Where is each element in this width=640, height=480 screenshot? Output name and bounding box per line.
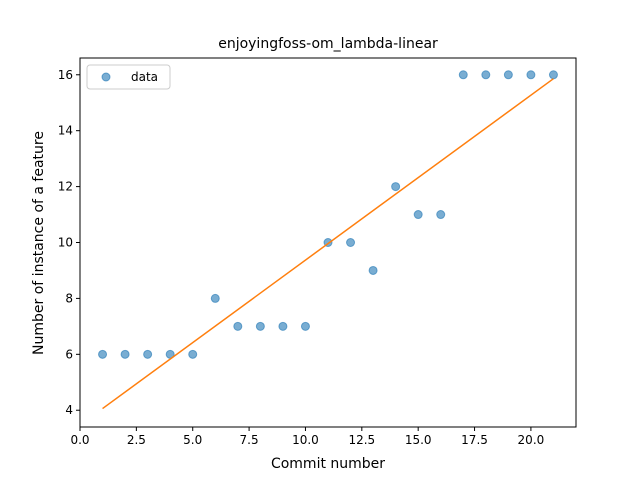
data-point	[526, 70, 536, 80]
y-tick-label: 12	[58, 180, 73, 194]
y-tick-label: 16	[58, 68, 73, 82]
x-tick-label: 15.0	[405, 433, 432, 447]
data-point	[233, 321, 243, 331]
legend: data	[86, 64, 171, 90]
data-point	[143, 349, 153, 359]
y-tick-label: 4	[65, 403, 73, 417]
y-tick-label: 14	[58, 124, 73, 138]
legend-label: data	[131, 70, 158, 84]
x-tick-label: 10.0	[292, 433, 319, 447]
legend-box	[86, 64, 171, 90]
data-point	[278, 321, 288, 331]
data-point	[120, 349, 130, 359]
data-point	[210, 293, 220, 303]
x-tick-label: 17.5	[461, 433, 488, 447]
y-tick-label: 8	[65, 291, 73, 305]
fit-line	[102, 78, 554, 410]
data-point	[503, 70, 513, 80]
y-tick-label: 6	[65, 347, 73, 361]
data-point	[98, 349, 108, 359]
legend-marker	[101, 72, 111, 82]
data-point	[300, 321, 310, 331]
data-point	[548, 70, 558, 80]
data-point	[481, 70, 491, 80]
data-point	[188, 349, 198, 359]
data-point	[346, 238, 356, 247]
x-tick-label: 12.5	[348, 433, 375, 447]
x-tick-label: 20.0	[518, 433, 545, 447]
y-axis-label: Number of instance of a feature	[31, 131, 47, 355]
chart-title: enjoyingfoss-om_lambda-linear	[218, 36, 438, 52]
data-point	[436, 210, 446, 220]
x-tick-label: 5.0	[183, 433, 202, 447]
x-axis-label: Commit number	[271, 456, 385, 472]
x-tick-label: 7.5	[240, 433, 259, 447]
data-point	[255, 321, 265, 331]
data-point	[458, 70, 468, 80]
data-point	[413, 210, 423, 220]
x-tick-label: 0.0	[70, 433, 89, 447]
x-tick-label: 2.5	[127, 433, 146, 447]
plot-layer: 0.0 2.5 5.0 7.5 10.0 12.5 15.0 17.5 20.0 4 6 8 10 12 1…	[58, 57, 577, 447]
y-tick-label: 10	[58, 236, 73, 250]
data-point	[391, 182, 401, 192]
data-point	[368, 265, 378, 275]
